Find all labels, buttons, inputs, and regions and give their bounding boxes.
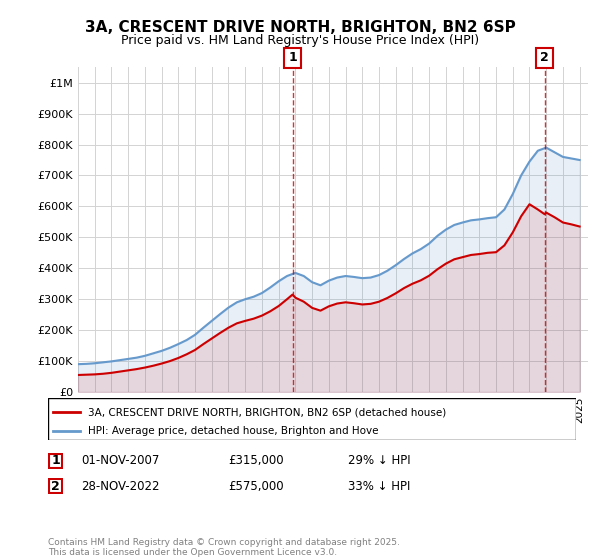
Text: 2: 2 — [51, 479, 60, 493]
Text: HPI: Average price, detached house, Brighton and Hove: HPI: Average price, detached house, Brig… — [88, 426, 378, 436]
FancyBboxPatch shape — [48, 398, 576, 440]
Text: 29% ↓ HPI: 29% ↓ HPI — [348, 454, 410, 468]
Text: £315,000: £315,000 — [228, 454, 284, 468]
Text: 33% ↓ HPI: 33% ↓ HPI — [348, 479, 410, 493]
Text: 1: 1 — [51, 454, 60, 468]
Text: £575,000: £575,000 — [228, 479, 284, 493]
Text: 3A, CRESCENT DRIVE NORTH, BRIGHTON, BN2 6SP: 3A, CRESCENT DRIVE NORTH, BRIGHTON, BN2 … — [85, 20, 515, 35]
Text: 2: 2 — [540, 52, 549, 64]
Text: 01-NOV-2007: 01-NOV-2007 — [81, 454, 160, 468]
Text: 3A, CRESCENT DRIVE NORTH, BRIGHTON, BN2 6SP (detached house): 3A, CRESCENT DRIVE NORTH, BRIGHTON, BN2 … — [88, 407, 446, 417]
Text: 1: 1 — [288, 52, 297, 64]
FancyBboxPatch shape — [49, 454, 62, 468]
Text: Price paid vs. HM Land Registry's House Price Index (HPI): Price paid vs. HM Land Registry's House … — [121, 34, 479, 46]
FancyBboxPatch shape — [49, 479, 62, 493]
Text: Contains HM Land Registry data © Crown copyright and database right 2025.
This d: Contains HM Land Registry data © Crown c… — [48, 538, 400, 557]
Text: 28-NOV-2022: 28-NOV-2022 — [81, 479, 160, 493]
